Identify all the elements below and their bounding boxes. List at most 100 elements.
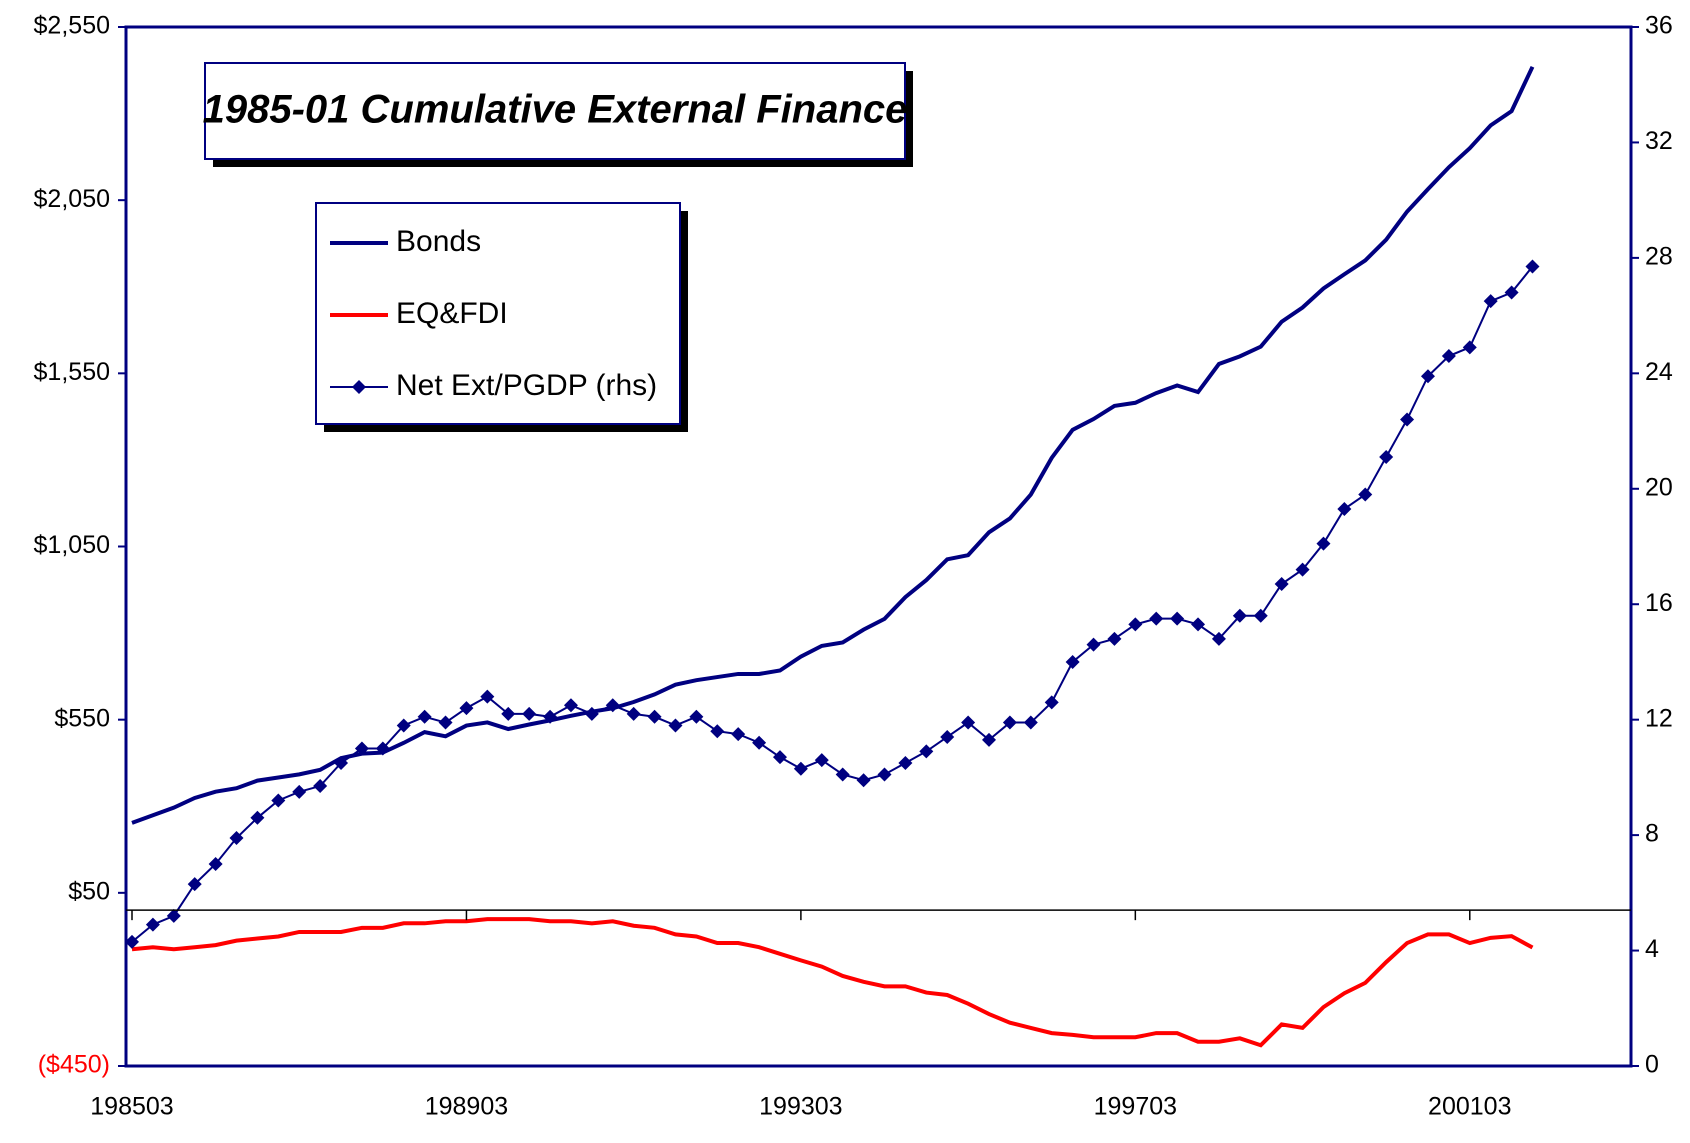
point [522,706,537,721]
point [563,698,578,713]
y2-tick-label: 8 [1645,820,1659,848]
plot-area [124,25,1633,1068]
point [417,709,432,724]
point [459,701,474,716]
point [334,755,349,770]
y2-tick-label: 28 [1645,242,1673,270]
point [772,750,787,765]
point [1107,631,1122,646]
series-line [131,65,1535,825]
point [313,779,328,794]
point [605,698,620,713]
chart-title: 1985-01 Cumulative External Finance [203,88,908,132]
point [1462,340,1477,355]
point [1400,412,1415,427]
x-tick-label: 198503 [90,1093,173,1121]
legend-marker [352,380,366,394]
point [835,767,850,782]
point [877,767,892,782]
x-tick-label: 198903 [425,1093,508,1121]
y2-tick-label: 36 [1645,12,1673,40]
point [647,709,662,724]
point [1211,631,1226,646]
point [250,810,265,825]
point [1274,577,1289,592]
point [1337,501,1352,516]
y-tick-label: ($450) [38,1051,110,1079]
point [145,917,160,932]
legend-label: Net Ext/PGDP (rhs) [396,369,657,402]
point [1065,654,1080,669]
y-tick-label: $50 [68,877,110,905]
legend-label: EQ&FDI [396,297,508,330]
x-tick-label: 200103 [1428,1093,1511,1121]
point [856,773,871,788]
point [229,830,244,845]
y2-tick-label: 24 [1645,358,1673,386]
point [208,856,223,871]
legend-label: Bonds [396,225,481,258]
y2-tick-label: 12 [1645,704,1673,732]
point [375,741,390,756]
y2-tick-label: 20 [1645,473,1673,501]
point [438,715,453,730]
point [292,784,307,799]
y2-tick-label: 0 [1645,1051,1659,1079]
point [626,706,641,721]
point [940,729,955,744]
point [919,744,934,759]
legend: Bonds EQ&FDI Net Ext/PGDP (rhs) [330,225,657,402]
point [1128,617,1143,632]
x-tick-label: 199303 [759,1093,842,1121]
point [1170,611,1185,626]
point [752,735,767,750]
point [1232,608,1247,623]
point [731,727,746,742]
y-tick-label: $1,050 [34,531,110,559]
point [1295,562,1310,577]
x-tick-label: 199703 [1094,1093,1177,1121]
point [1358,487,1373,502]
y2-tick-label: 4 [1645,935,1659,963]
point [1525,259,1540,274]
point [1483,294,1498,309]
y-tick-label: $550 [54,704,110,732]
point [187,877,202,892]
y2-tick-label: 16 [1645,589,1673,617]
point [668,718,683,733]
point [166,908,181,923]
point [982,732,997,747]
point [898,755,913,770]
point [1441,349,1456,364]
point [1504,285,1519,300]
title-box [204,62,906,160]
point [793,761,808,776]
point [1253,608,1268,623]
plot [125,65,1540,1048]
point [814,753,829,768]
y-tick-label: $1,550 [34,358,110,386]
point [1044,695,1059,710]
series-line [131,917,1534,1048]
point [1023,715,1038,730]
point [543,709,558,724]
point [125,934,139,949]
point [961,715,976,730]
point [271,793,286,808]
point [480,689,495,704]
point [1149,611,1164,626]
point [1086,637,1101,652]
y2-tick-label: 32 [1645,127,1673,155]
point [1316,536,1331,551]
point [689,709,704,724]
y-tick-label: $2,550 [34,12,110,40]
point [584,706,599,721]
point [1191,617,1206,632]
point [501,706,516,721]
point [396,718,411,733]
point [1379,450,1394,465]
point [710,724,725,739]
point [1420,369,1435,384]
point [354,741,369,756]
